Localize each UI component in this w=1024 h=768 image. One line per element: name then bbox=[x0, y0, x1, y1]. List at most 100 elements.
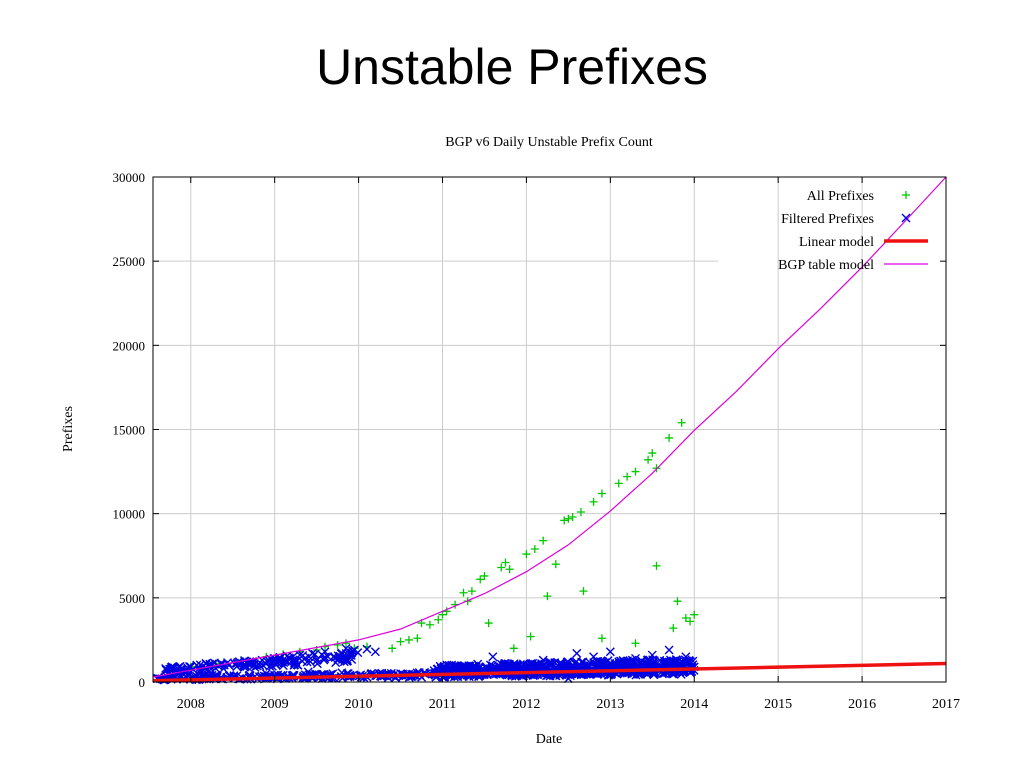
data-point-all-prefixes bbox=[476, 575, 485, 584]
x-tick-label: 2011 bbox=[429, 697, 456, 712]
data-point-filtered-prefixes bbox=[331, 658, 341, 668]
legend-label: Filtered Prefixes bbox=[781, 212, 874, 227]
x-axis-label: Date bbox=[536, 732, 562, 747]
data-point-filtered-prefixes bbox=[546, 658, 556, 668]
data-point-all-prefixes bbox=[564, 514, 573, 523]
data-point-filtered-prefixes bbox=[319, 655, 329, 665]
data-point-filtered-prefixes bbox=[665, 655, 675, 665]
data-point-filtered-prefixes bbox=[555, 658, 565, 668]
data-point-filtered-prefixes bbox=[563, 674, 573, 684]
x-tick-label: 2015 bbox=[764, 697, 792, 712]
data-point-all-prefixes bbox=[631, 467, 640, 476]
data-point-filtered-prefixes bbox=[295, 650, 305, 660]
data-point-all-prefixes bbox=[681, 614, 690, 623]
data-point-all-prefixes bbox=[522, 550, 531, 559]
y-tick-label: 30000 bbox=[113, 170, 146, 185]
data-point-filtered-prefixes bbox=[303, 667, 313, 677]
data-point-filtered-prefixes bbox=[362, 644, 372, 654]
y-axis-label: Prefixes bbox=[61, 406, 76, 452]
data-point-all-prefixes bbox=[560, 516, 569, 525]
data-point-filtered-prefixes bbox=[589, 652, 599, 662]
plot-area bbox=[152, 176, 947, 685]
data-point-filtered-prefixes bbox=[572, 648, 582, 658]
data-point-filtered-prefixes bbox=[328, 652, 338, 662]
linear-model-line bbox=[152, 661, 947, 683]
data-point-all-prefixes bbox=[902, 191, 910, 199]
data-point-filtered-prefixes bbox=[637, 656, 647, 666]
data-point-filtered-prefixes bbox=[307, 648, 317, 658]
data-point-all-prefixes bbox=[677, 418, 686, 427]
data-point-all-prefixes bbox=[459, 588, 468, 597]
data-point-all-prefixes bbox=[509, 644, 518, 653]
data-point-all-prefixes bbox=[648, 449, 657, 458]
legend-label: Linear model bbox=[799, 235, 874, 250]
data-point-all-prefixes bbox=[333, 640, 342, 649]
data-point-all-prefixes bbox=[597, 489, 606, 498]
data-point-filtered-prefixes bbox=[603, 656, 613, 666]
y-tick-label: 20000 bbox=[113, 338, 146, 353]
data-point-all-prefixes bbox=[551, 560, 560, 569]
data-point-filtered-prefixes bbox=[459, 663, 469, 673]
grid bbox=[153, 177, 946, 682]
bgp-table-model-curve bbox=[152, 176, 947, 678]
data-point-all-prefixes bbox=[652, 561, 661, 570]
series-bgp-table-model bbox=[152, 176, 947, 678]
data-point-filtered-prefixes bbox=[267, 661, 277, 671]
data-point-filtered-prefixes bbox=[291, 657, 301, 667]
x-tick-label: 2009 bbox=[261, 697, 289, 712]
data-point-filtered-prefixes bbox=[496, 659, 506, 669]
data-point-filtered-prefixes bbox=[585, 661, 595, 671]
data-point-filtered-prefixes bbox=[219, 660, 229, 670]
data-point-all-prefixes bbox=[686, 617, 695, 626]
data-point-all-prefixes bbox=[342, 639, 351, 648]
y-tick-label: 5000 bbox=[119, 591, 145, 606]
data-point-filtered-prefixes bbox=[161, 664, 171, 674]
y-axis: 0 5000 10000 15000 20000 25000 30000 bbox=[113, 170, 946, 690]
data-point-all-prefixes bbox=[579, 587, 588, 596]
data-point-all-prefixes bbox=[669, 624, 678, 633]
data-point-all-prefixes bbox=[396, 637, 405, 646]
data-point-filtered-prefixes bbox=[471, 662, 481, 672]
data-point-all-prefixes bbox=[568, 513, 577, 522]
data-point-filtered-prefixes bbox=[901, 213, 911, 223]
x-tick-label: 2017 bbox=[932, 697, 960, 712]
data-point-all-prefixes bbox=[467, 587, 476, 596]
data-point-all-prefixes bbox=[614, 479, 623, 488]
data-point-filtered-prefixes bbox=[631, 653, 641, 663]
data-point-filtered-prefixes bbox=[344, 649, 354, 659]
data-point-all-prefixes bbox=[589, 497, 598, 506]
data-point-filtered-prefixes bbox=[527, 660, 537, 670]
data-point-all-prefixes bbox=[425, 620, 434, 629]
data-point-all-prefixes bbox=[501, 558, 510, 567]
data-point-filtered-prefixes bbox=[341, 643, 351, 653]
x-tick-label: 2012 bbox=[512, 697, 540, 712]
data-point-all-prefixes bbox=[530, 545, 539, 554]
data-point-all-prefixes bbox=[543, 592, 552, 601]
data-point-all-prefixes bbox=[480, 571, 489, 580]
data-point-all-prefixes bbox=[438, 610, 447, 619]
data-point-all-prefixes bbox=[623, 472, 632, 481]
data-point-all-prefixes bbox=[631, 639, 640, 648]
legend: All Prefixes Filtered Prefixes Linear mode… bbox=[778, 189, 928, 273]
data-point-all-prefixes bbox=[644, 455, 653, 464]
data-point-filtered-prefixes bbox=[347, 655, 357, 665]
y-tick-label: 15000 bbox=[113, 423, 146, 438]
data-point-filtered-prefixes bbox=[605, 647, 615, 657]
data-point-filtered-prefixes bbox=[265, 661, 275, 671]
x-tick-label: 2014 bbox=[680, 697, 708, 712]
chart-title: BGP v6 Daily Unstable Prefix Count bbox=[445, 135, 653, 150]
data-point-filtered-prefixes bbox=[681, 652, 691, 662]
data-point-filtered-prefixes bbox=[594, 660, 604, 670]
y-tick-label: 10000 bbox=[113, 507, 146, 522]
slide-title: Unstable Prefixes bbox=[316, 39, 708, 95]
data-point-filtered-prefixes bbox=[647, 650, 657, 660]
y-tick-label: 25000 bbox=[113, 254, 146, 269]
data-point-filtered-prefixes bbox=[488, 652, 498, 662]
data-point-filtered-prefixes bbox=[292, 660, 302, 670]
data-point-filtered-prefixes bbox=[649, 656, 659, 666]
data-point-filtered-prefixes bbox=[302, 657, 312, 667]
data-point-all-prefixes bbox=[505, 565, 514, 574]
data-point-all-prefixes bbox=[576, 507, 585, 516]
legend-label: BGP table model bbox=[778, 258, 874, 273]
